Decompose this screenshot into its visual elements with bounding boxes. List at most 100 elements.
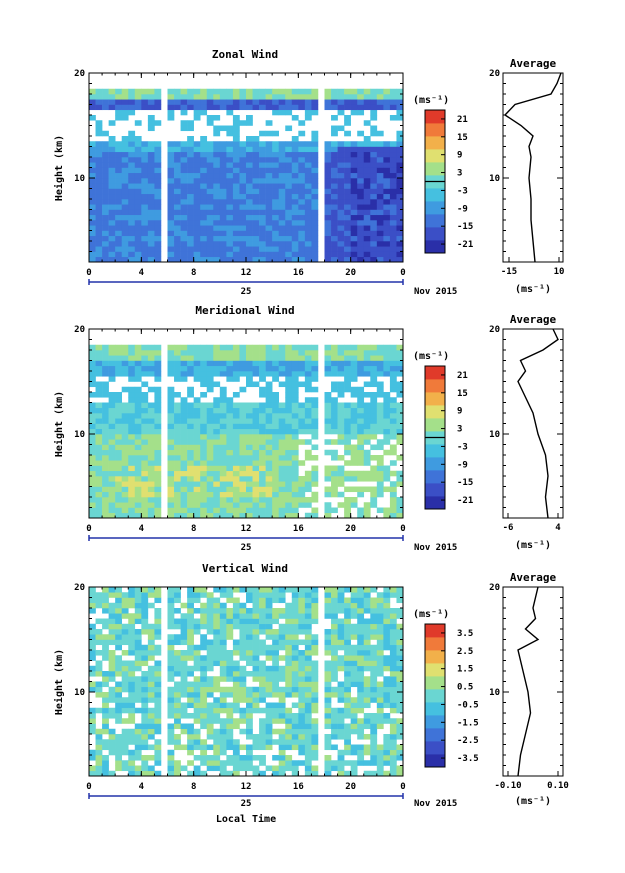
heatmap-cell (180, 470, 188, 477)
heatmap-cell (180, 702, 188, 709)
heatmap-cell (134, 376, 142, 382)
heatmap-cell (154, 193, 162, 200)
heatmap-cell (115, 235, 123, 242)
heatmap-cell (232, 676, 240, 682)
heatmap-cell (167, 386, 175, 393)
heatmap-cell (304, 676, 312, 682)
heatmap-cell (102, 386, 109, 393)
heatmap-cell (370, 109, 378, 116)
heatmap-cell (200, 639, 208, 646)
heatmap-cell (357, 235, 365, 242)
heatmap-cell (298, 355, 306, 361)
heatmap-cell (134, 428, 142, 435)
heatmap-cell (278, 728, 286, 735)
heatmap-cell (357, 360, 365, 367)
heatmap-cell (278, 655, 286, 661)
heatmap-cell (219, 739, 227, 745)
heatmap-cell (232, 760, 240, 766)
heatmap-cell (108, 402, 116, 409)
heatmap-cell (89, 407, 96, 414)
heatmap-cell (357, 199, 365, 205)
heatmap-cell (265, 629, 273, 635)
heatmap-cell (272, 686, 280, 693)
heatmap-cell (232, 209, 240, 216)
heatmap-cell (363, 151, 371, 158)
heatmap-cell (95, 241, 103, 247)
heatmap-cell (376, 692, 384, 698)
title-meridional: Meridional Wind (195, 304, 294, 317)
colorbar-tick-label: 1.5 (457, 665, 473, 675)
heatmap-cell (134, 407, 142, 414)
heatmap-cell (147, 665, 155, 672)
heatmap-cell (363, 381, 371, 388)
heatmap-cell (304, 146, 312, 153)
heatmap-cell (389, 428, 397, 435)
heatmap-cell (350, 623, 358, 630)
heatmap-cell (174, 434, 181, 440)
heatmap-cell (252, 739, 260, 745)
heatmap-cell (167, 251, 175, 258)
heatmap-cell (239, 713, 247, 719)
heatmap-cell (278, 193, 286, 200)
heatmap-cell (174, 486, 181, 493)
heatmap-cell (265, 481, 273, 487)
heatmap-cell (376, 151, 384, 158)
heatmap-cell (95, 125, 103, 132)
heatmap-cell (187, 251, 194, 258)
heatmap-cell (134, 88, 142, 95)
heatmap-cell (128, 246, 136, 252)
heatmap-cell (389, 235, 397, 242)
heatmap-cell (180, 183, 188, 189)
heatmap-cell (232, 204, 240, 210)
heatmap-cell (285, 755, 293, 761)
heatmap-cell (357, 418, 365, 424)
heatmap-cell (232, 256, 240, 263)
heatmap-cell (304, 109, 312, 116)
heatmap-cell (193, 755, 201, 761)
heatmap-cell (200, 209, 208, 216)
heatmap-cell (89, 402, 96, 409)
heatmap-cell (174, 141, 181, 147)
heatmap-cell (337, 392, 345, 398)
heatmap-cell (383, 644, 391, 651)
heatmap-cell (278, 230, 286, 237)
heatmap-cell (331, 365, 338, 372)
heatmap-cell (128, 629, 136, 635)
heatmap-cell (89, 671, 96, 677)
heatmap-cell (272, 644, 280, 651)
heatmap-cell (134, 502, 142, 508)
heatmap-cell (141, 355, 149, 361)
heatmap-cell (200, 602, 208, 609)
heatmap-cell (337, 428, 345, 435)
heatmap-cell (134, 251, 142, 258)
heatmap-cell (291, 602, 299, 609)
heatmap-cell (95, 497, 103, 503)
heatmap-cell (213, 512, 221, 519)
heatmap-cell (259, 413, 266, 419)
heatmap-cell (259, 755, 266, 761)
heatmap-cell (272, 371, 280, 377)
heatmap-cell (89, 728, 96, 735)
heatmap-cell (115, 702, 123, 709)
heatmap-cell (304, 702, 312, 709)
heatmap-cell (206, 629, 214, 635)
heatmap-cell (311, 660, 319, 667)
heatmap-cell (389, 115, 397, 121)
heatmap-cell (350, 460, 358, 466)
heatmap-cell (291, 246, 299, 252)
heatmap-cell (344, 760, 351, 766)
heatmap-cell (154, 220, 162, 226)
heatmap-cell (121, 230, 129, 237)
heatmap-cell (265, 141, 273, 147)
heatmap-cell (89, 755, 96, 761)
heatmap-cell (154, 491, 162, 498)
heatmap-cell (89, 665, 96, 672)
heatmap-cell (193, 481, 201, 487)
heatmap-cell (278, 172, 286, 179)
heatmap-cell (396, 392, 404, 398)
heatmap-cell (232, 465, 240, 472)
heatmap-cell (376, 613, 384, 619)
heatmap-cell (108, 623, 116, 630)
heatmap-cell (121, 660, 129, 667)
heatmap-cell (252, 602, 260, 609)
